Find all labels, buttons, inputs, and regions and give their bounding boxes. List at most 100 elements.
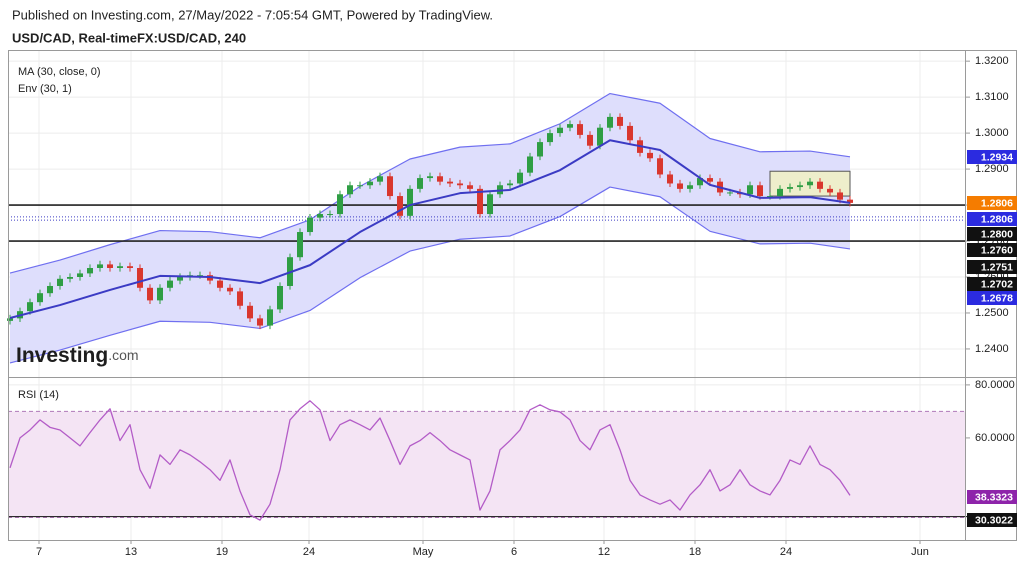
candle-body [687, 185, 693, 189]
candle-body [227, 287, 233, 292]
candle-body [487, 194, 493, 215]
x-tick-label: 6 [511, 546, 517, 558]
x-tick-label: 19 [216, 546, 228, 558]
price-badge [967, 243, 1017, 257]
candle-body [757, 185, 763, 197]
price-badge-label: 1.2678 [981, 292, 1013, 304]
candle-body [157, 287, 163, 301]
price-badge [967, 277, 1017, 291]
candle-body [417, 178, 423, 189]
price-badge-label: 1.2760 [981, 244, 1013, 256]
moving-average [9, 139, 851, 319]
price-badge [967, 291, 1017, 305]
price-badge [967, 260, 1017, 274]
candle-body [147, 287, 153, 301]
candle-body [407, 188, 413, 216]
price-badge-label: 1.2702 [981, 278, 1013, 290]
candle-body [247, 305, 253, 319]
candle-body [167, 280, 173, 288]
candle-body [307, 217, 313, 233]
candle-body [837, 192, 843, 200]
candle-body [557, 127, 563, 134]
candle-body [427, 176, 433, 179]
envelope-fill [10, 93, 850, 363]
candle-body [347, 185, 353, 195]
candle-body [677, 183, 683, 189]
rsi-band [8, 411, 965, 518]
candle-body [327, 214, 333, 216]
y-tick-label: 1.2900 [975, 163, 1009, 175]
candle-body [697, 178, 703, 186]
candle-body [517, 172, 523, 184]
candle-body [537, 142, 543, 157]
candle-body [817, 181, 823, 189]
x-tick-label: 24 [780, 546, 792, 558]
price-badge-label: 38.3323 [975, 491, 1013, 503]
candle-body [667, 174, 673, 184]
candle-body [397, 196, 403, 216]
candle-body [467, 185, 473, 189]
candle-body [37, 293, 43, 303]
candle-body [267, 309, 273, 326]
candle-body [767, 196, 773, 198]
candle-body [437, 176, 443, 182]
candle-body [847, 199, 853, 203]
candle-body [387, 176, 393, 197]
published-note: Published on Investing.com, 27/May/2022 … [12, 7, 493, 22]
candle-body [7, 318, 13, 321]
y-tick-label: 60.0000 [975, 432, 1015, 444]
x-tick-label: 7 [36, 546, 42, 558]
price-badge-label: 1.2806 [981, 213, 1013, 225]
candle-body [707, 178, 713, 182]
y-tick-label: 1.3000 [975, 127, 1009, 139]
x-tick-label: 24 [303, 546, 315, 558]
candle-body [587, 134, 593, 146]
candle-body [797, 185, 803, 188]
watermark-suffix: .com [108, 347, 138, 363]
rsi-line [9, 400, 851, 521]
y-tick-label: 1.2500 [975, 307, 1009, 319]
candle-body [367, 181, 373, 186]
candle-body [377, 176, 383, 182]
price-badge-label: 1.2806 [981, 197, 1013, 209]
candle-body [567, 124, 573, 128]
candle-body [597, 127, 603, 146]
candle-body [297, 232, 303, 258]
candle-body [27, 302, 33, 312]
price-badge [967, 490, 1017, 504]
symbol-title: USD/CAD, Real-timeFX:USD/CAD, 240 [12, 30, 246, 45]
x-tick-label: 12 [598, 546, 610, 558]
envelope-lower [9, 186, 851, 364]
candle-body [97, 264, 103, 268]
price-badge-label: 1.2934 [981, 151, 1013, 163]
candle-body [477, 188, 483, 215]
candle-body [257, 318, 263, 326]
watermark: Investing.com [16, 344, 139, 367]
y-tick-label: 1.2400 [975, 343, 1009, 355]
indicator-label: Env (30, 1) [18, 83, 72, 95]
candle-body [217, 280, 223, 288]
candle-body [507, 183, 513, 186]
price-badge [967, 212, 1017, 226]
candle-body [747, 185, 753, 195]
candle-body [237, 291, 243, 306]
plot-marks [7, 113, 853, 521]
candle-body [277, 285, 283, 310]
watermark-brand: Investing [16, 344, 108, 367]
candle-body [457, 183, 463, 186]
candle-body [807, 181, 813, 186]
candle-body [787, 187, 793, 189]
candle-body [647, 152, 653, 159]
candle-body [777, 188, 783, 197]
candle-body [47, 285, 53, 294]
candle-body [527, 156, 533, 173]
candle-body [107, 264, 113, 268]
candle-body [357, 185, 363, 187]
price-badge-label: 1.2800 [981, 228, 1013, 240]
candle-body [627, 125, 633, 141]
x-tick-label: 18 [689, 546, 701, 558]
candle-body [607, 116, 613, 128]
candle-body [827, 188, 833, 193]
